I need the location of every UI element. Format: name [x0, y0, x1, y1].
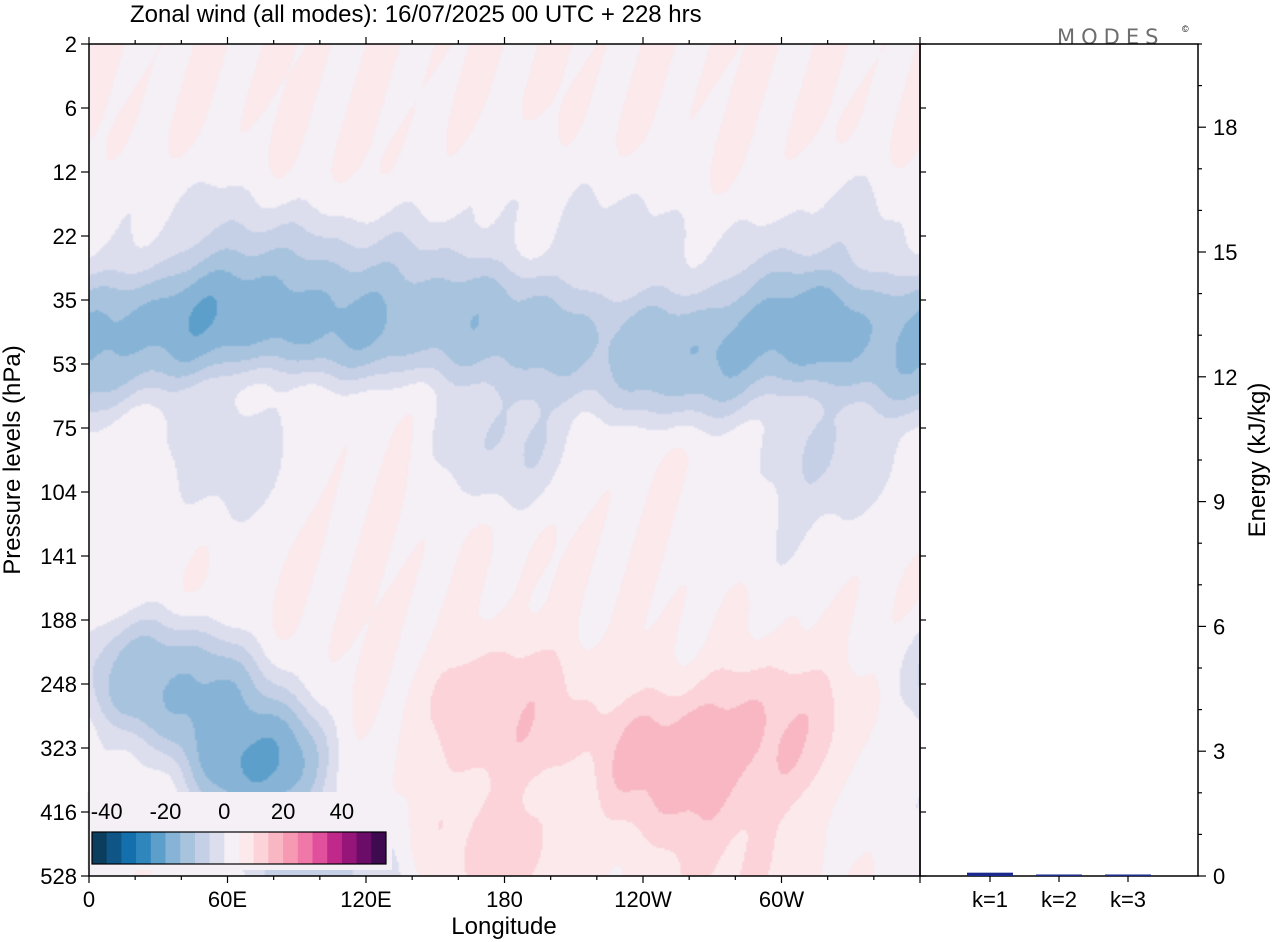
mode-tick-label: k=2	[1041, 887, 1077, 912]
energy-tick-label: 18	[1213, 115, 1237, 140]
y-tick-label: 528	[40, 864, 77, 889]
x-tick-label: 60W	[759, 887, 804, 912]
x-tick-label: 120W	[614, 887, 672, 912]
energy-panel-frame	[919, 43, 1199, 877]
colorbar-swatch	[92, 832, 108, 864]
colorbar: -40 -20 0 20 40	[87, 792, 392, 870]
colorbar-swatch	[150, 832, 166, 864]
energy-bars	[967, 872, 1151, 876]
x-axis-label: Longitude	[451, 913, 556, 940]
colorbar-swatch	[356, 832, 372, 864]
zonal-wind-field	[89, 44, 920, 876]
energy-bar	[967, 872, 1013, 876]
colorbar-swatch	[297, 832, 313, 864]
colorbar-label: -20	[150, 799, 182, 824]
y-tick-label: 6	[65, 96, 77, 121]
energy-tick-label: 9	[1213, 490, 1225, 515]
y-tick-label: 2	[65, 32, 77, 57]
colorbar-swatch	[239, 832, 255, 864]
y-tick-label: 53	[53, 352, 77, 377]
colorbar-swatch	[194, 832, 211, 864]
energy-bar	[1105, 874, 1151, 876]
x-tick-label: 60E	[208, 887, 247, 912]
x-tick-label: 180	[486, 887, 523, 912]
colorbar-swatch	[209, 832, 225, 864]
mode-tick-label: k=1	[972, 887, 1008, 912]
colorbar-swatch	[283, 832, 299, 864]
energy-tick-label: 0	[1213, 864, 1225, 889]
y-tick-label: 188	[40, 608, 77, 633]
colorbar-swatch	[327, 832, 343, 864]
colorbar-label: 0	[218, 799, 230, 824]
colorbar-label: 40	[330, 799, 354, 824]
chart-title: Zonal wind (all modes): 16/07/2025 00 UT…	[130, 1, 702, 28]
y-tick-label: 416	[40, 800, 77, 825]
x-tick-label: 120E	[340, 887, 391, 912]
colorbar-swatch	[312, 832, 328, 864]
y-tick-label: 75	[53, 416, 77, 441]
colorbar-swatch	[180, 832, 196, 864]
energy-tick-label: 12	[1213, 365, 1237, 390]
colorbar-swatch	[253, 832, 269, 864]
colorbar-swatch	[165, 832, 181, 864]
energy-bar	[1036, 874, 1082, 876]
brand-logo: MODES	[1057, 25, 1164, 49]
y-tick-label: 248	[40, 672, 77, 697]
x-axis: 0 60E 120E 180 120W 60W	[83, 37, 921, 912]
energy-tick-label: 3	[1213, 739, 1225, 764]
colorbar-label: 20	[271, 799, 295, 824]
colorbar-swatch	[106, 832, 122, 864]
colorbar-frame	[91, 831, 387, 865]
mode-tick-label: k=3	[1110, 887, 1146, 912]
colorbar-swatch	[268, 832, 284, 864]
brand-copyright-mark: ©	[1182, 24, 1189, 34]
energy-axis: 0 3 6 9 12 15 18	[1198, 43, 1237, 889]
colorbar-label: -40	[91, 799, 123, 824]
contour-plot: -40 -20 0 20 40 0 60E 120E 180 120W 60W 2 6 12 22 35 5…	[0, 32, 926, 940]
mode-axis: k=1 k=2 k=3	[972, 876, 1146, 912]
energy-bar-chart: 0 3 6 9 12 15 18 k=1 k=2 k=3 Energy (kJ/kg)	[919, 43, 1271, 912]
y-tick-label: 22	[53, 224, 77, 249]
y-tick-label: 104	[40, 480, 77, 505]
colorbar-swatch	[224, 832, 240, 864]
y-tick-label: 141	[40, 544, 77, 569]
colorbar-swatch	[371, 832, 387, 864]
energy-axis-label: Energy (kJ/kg)	[1244, 383, 1271, 538]
energy-tick-label: 15	[1213, 240, 1237, 265]
colorbar-swatch	[341, 832, 358, 864]
y-axis-label: Pressure levels (hPa)	[0, 345, 26, 574]
colorbar-swatch	[136, 832, 152, 864]
y-axis: 2 6 12 22 35 53 75 104 141 188 248 323 416 528	[40, 32, 926, 889]
x-tick-label: 0	[83, 887, 95, 912]
y-tick-label: 323	[40, 736, 77, 761]
energy-tick-label: 6	[1213, 614, 1225, 639]
y-tick-label: 35	[53, 288, 77, 313]
y-tick-label: 12	[53, 160, 77, 185]
colorbar-swatch	[121, 832, 137, 864]
